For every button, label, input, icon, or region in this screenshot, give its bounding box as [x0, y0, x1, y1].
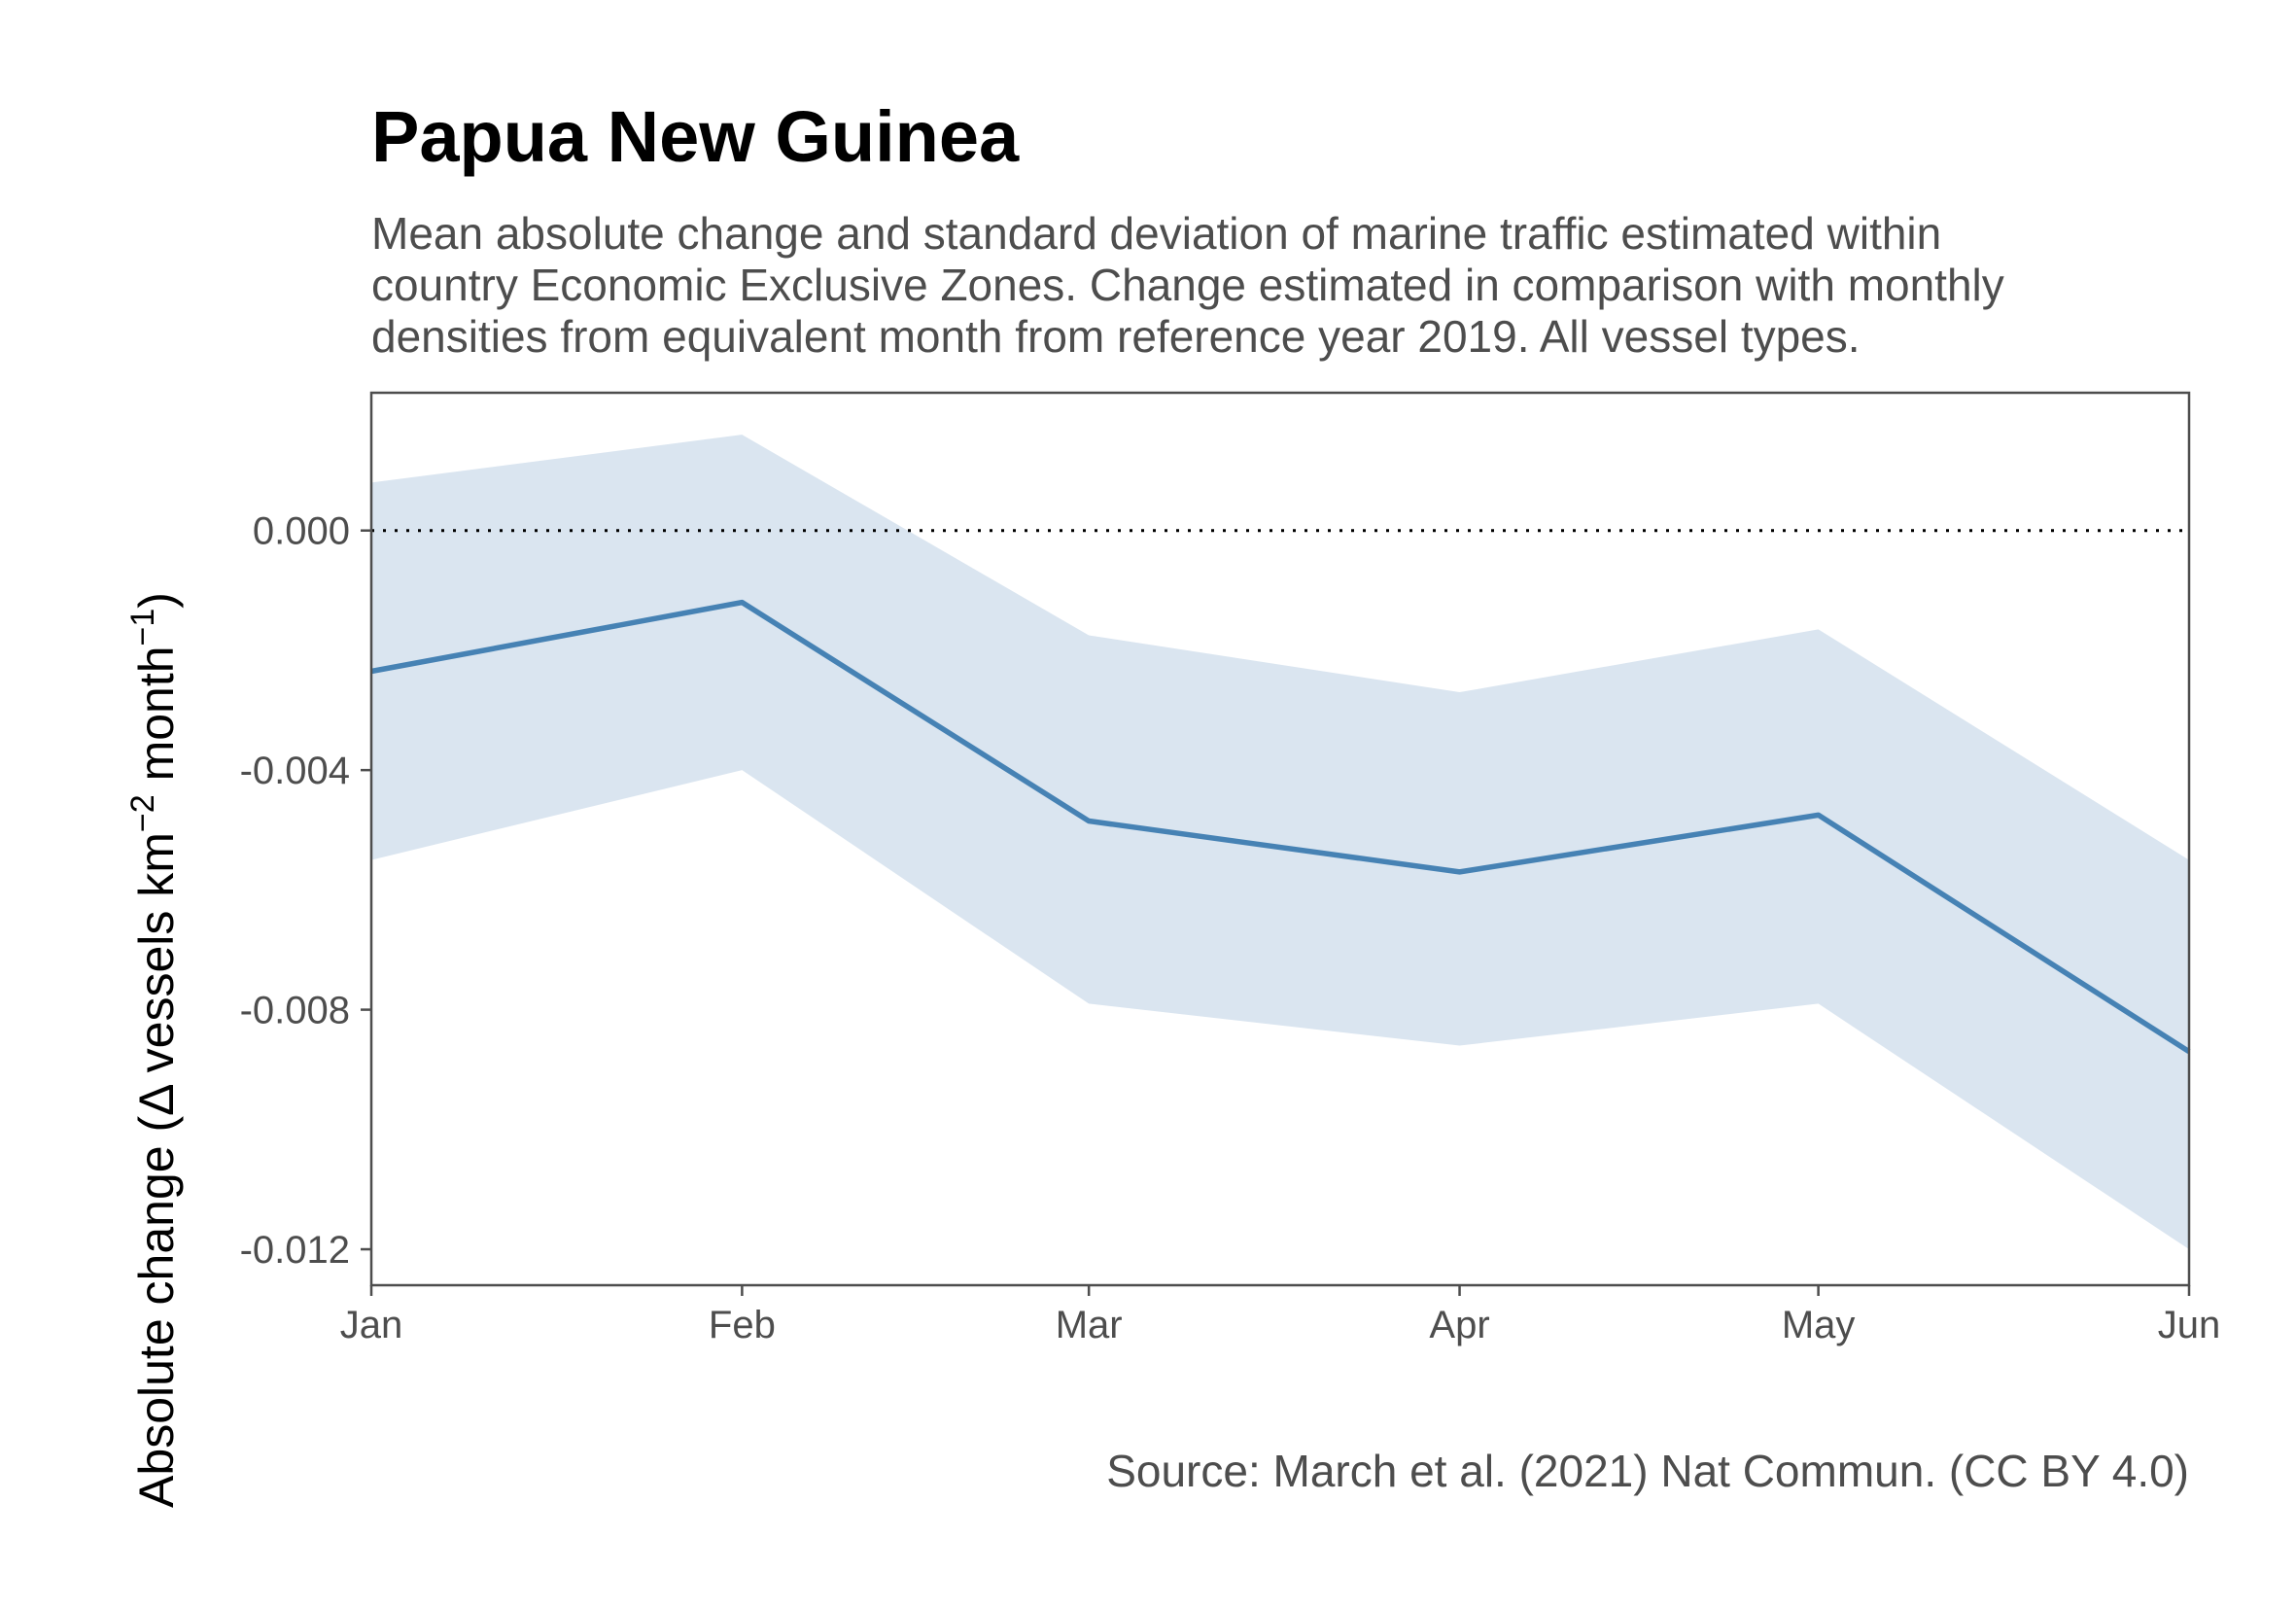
plot-panel-border	[369, 391, 2191, 1287]
chart-caption: Source: March et al. (2021) Nat Commun. …	[1106, 1446, 2189, 1496]
x-tick-label: Mar	[1056, 1304, 1123, 1346]
x-tick-label: Jun	[2158, 1304, 2221, 1346]
y-tick-label: -0.012	[240, 1229, 350, 1272]
subtitle-line: country Economic Exclusive Zones. Change…	[371, 260, 2004, 310]
x-tick-label: Jan	[340, 1304, 403, 1346]
mean-change-line	[370, 599, 2191, 1055]
y-tick-label: -0.004	[240, 750, 350, 792]
x-tick-label: Apr	[1429, 1304, 1489, 1346]
sd-band	[371, 435, 2189, 1250]
y-axis-title: Absolute change (Δ vessels km−2 month−1)	[124, 592, 184, 1508]
chart-title: Papua New Guinea	[371, 96, 1020, 177]
chart-subtitle: Mean absolute change and standard deviat…	[371, 208, 2218, 363]
x-tick-label: May	[1782, 1304, 1856, 1346]
y-tick-label: -0.008	[240, 990, 350, 1032]
y-tick-label: 0.000	[253, 510, 350, 553]
subtitle-line: densities from equivalent month from ref…	[371, 311, 1861, 362]
subtitle-line: Mean absolute change and standard deviat…	[371, 208, 1942, 259]
x-tick-label: Feb	[709, 1304, 776, 1346]
